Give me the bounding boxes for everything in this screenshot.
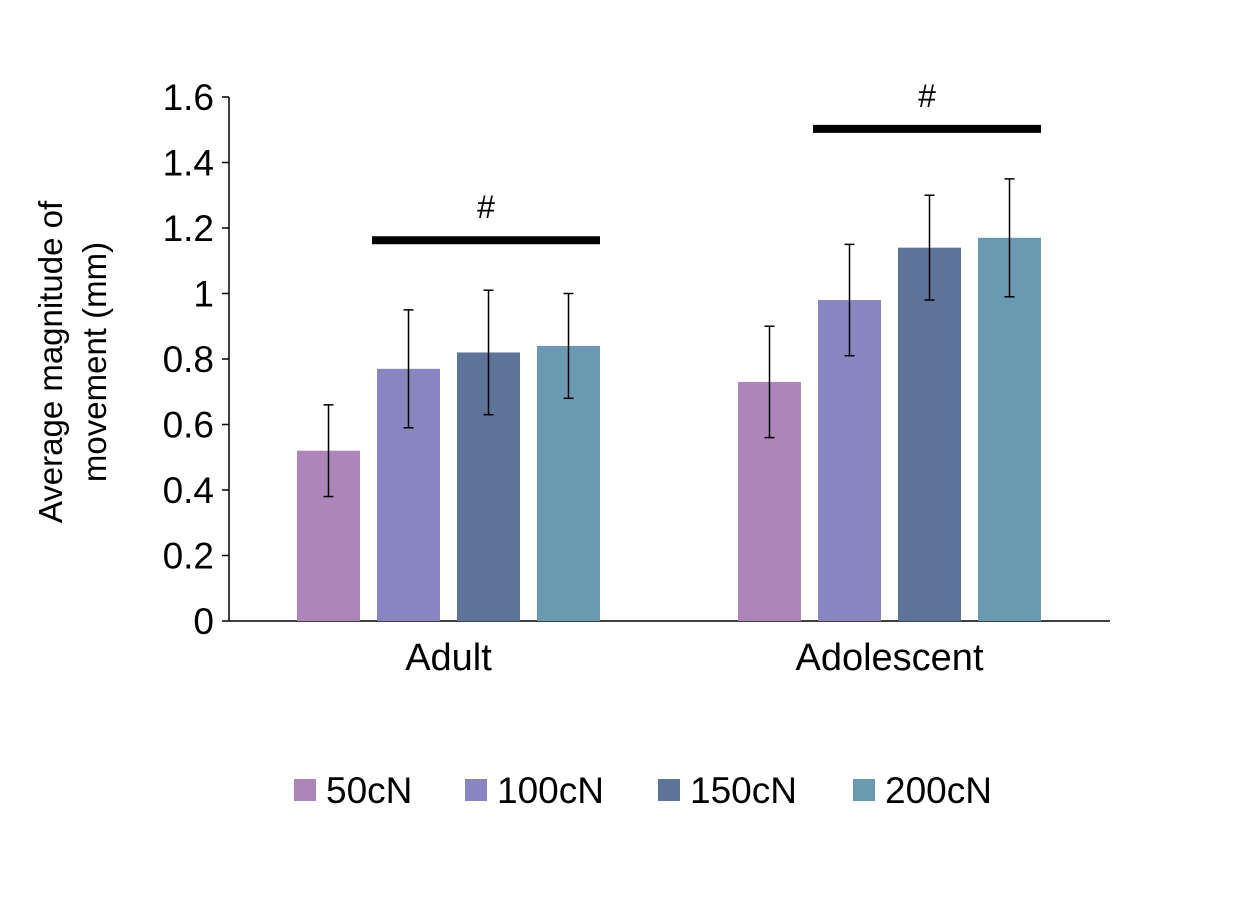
legend-item: 100cN <box>465 770 604 811</box>
significance-label: # <box>477 189 495 225</box>
axes: 0 0.2 0.4 0.6 0.8 1 1.2 1.4 1.6 <box>163 77 1110 642</box>
y-tick-label: 1 <box>193 274 214 315</box>
category-label: Adult <box>405 637 492 679</box>
legend-label: 100cN <box>497 770 604 811</box>
legend-item: 200cN <box>853 770 992 811</box>
legend-swatch <box>294 779 316 801</box>
bar-group-adult: Adult <box>297 289 600 679</box>
legend-swatch <box>658 779 680 801</box>
y-axis-title-line: movement (mm) <box>76 242 113 482</box>
legend-label: 150cN <box>690 770 797 811</box>
bar <box>978 237 1041 621</box>
legend: 50cN 100cN 150cN 200cN <box>294 770 992 811</box>
legend-item: 150cN <box>658 770 797 811</box>
legend-swatch <box>853 779 875 801</box>
y-tick-label: 0.4 <box>163 470 214 511</box>
y-tick-label: 1.4 <box>163 143 214 184</box>
significance-adult: # <box>372 189 600 245</box>
y-axis-title: Average magnitude of movement (mm) <box>32 200 113 523</box>
legend-swatch <box>465 779 487 801</box>
y-axis-title-line: Average magnitude of <box>32 200 69 523</box>
legend-label: 200cN <box>885 770 992 811</box>
y-tick-label: 0 <box>193 601 214 642</box>
significance-markers: ## <box>372 78 1041 245</box>
y-tick-label: 0.2 <box>163 536 214 577</box>
legend-label: 50cN <box>326 770 412 811</box>
y-axis-title-group: Average magnitude of movement (mm) <box>32 200 113 523</box>
y-tick-label: 1.6 <box>163 77 214 118</box>
bars: Adult Adolescent <box>297 178 1041 679</box>
category-label: Adolescent <box>795 637 983 679</box>
y-tick-label: 0.8 <box>163 339 214 380</box>
y-tick-label: 0.6 <box>163 405 214 446</box>
legend-item: 50cN <box>294 770 412 811</box>
significance-adolescent: # <box>813 78 1041 133</box>
significance-label: # <box>918 78 936 114</box>
bar <box>898 247 961 621</box>
y-tick-label: 1.2 <box>163 208 214 249</box>
bar-group-adolescent: Adolescent <box>738 178 1041 679</box>
